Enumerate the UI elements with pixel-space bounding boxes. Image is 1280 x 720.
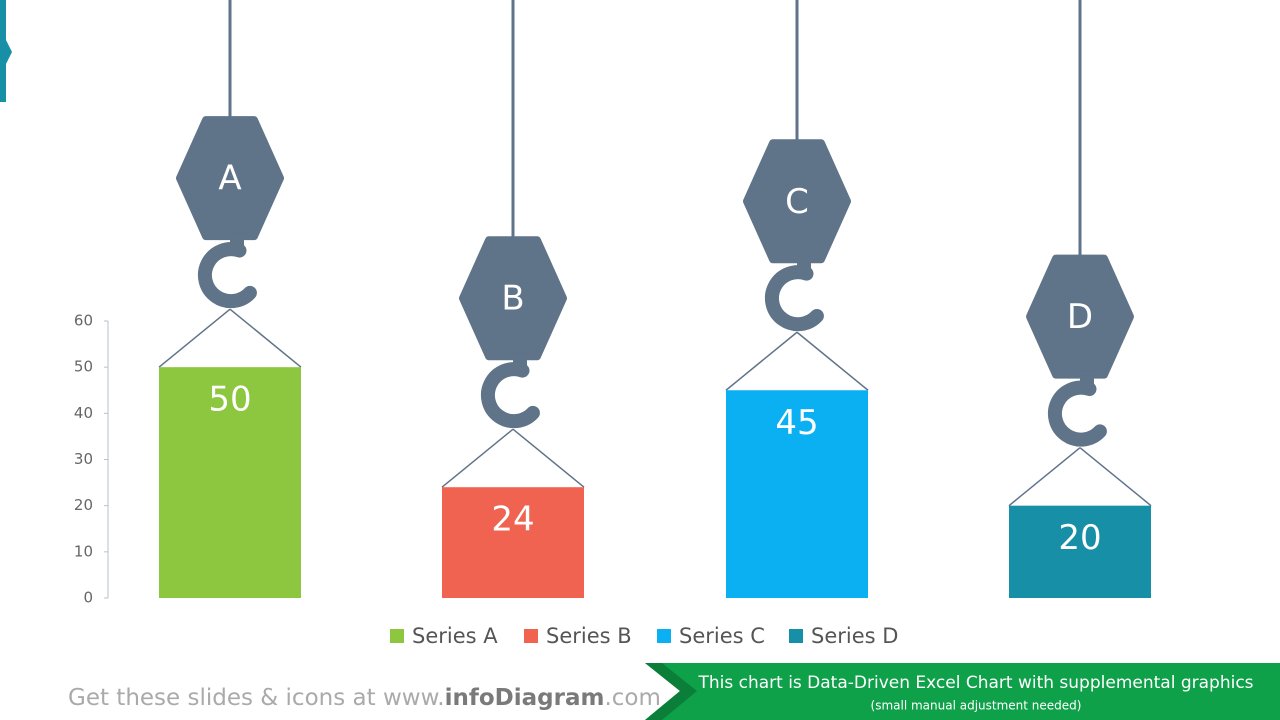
legend-label: Series A (412, 624, 498, 648)
sling (512, 428, 585, 488)
footer-prefix: Get these slides & icons at www. (68, 685, 445, 711)
legend-swatch (657, 629, 671, 643)
sling (725, 331, 798, 391)
category-label: A (218, 159, 241, 199)
value-label: 24 (491, 500, 534, 540)
hexagon (459, 236, 567, 361)
banner-bg (645, 663, 1280, 720)
bar (726, 390, 868, 598)
category-label: B (501, 279, 524, 319)
footer: Get these slides & icons at www.infoDiag… (68, 685, 661, 711)
sling (1079, 447, 1152, 507)
hexagon (1026, 254, 1134, 379)
hexagon (176, 116, 284, 241)
category-label: C (785, 182, 809, 222)
legend-label: Series C (679, 624, 765, 648)
y-tick-label: 30 (74, 450, 93, 468)
hook (480, 362, 540, 429)
plot: 0 10 20 30 40 50 60 A 50 B 24 C 45 D 20 Series A Series … (74, 0, 1152, 648)
sling (229, 308, 302, 368)
legend-swatch (390, 629, 404, 643)
legend-swatch (524, 629, 538, 643)
value-label: 45 (775, 403, 818, 443)
banner: This chart is Data-Driven Excel Chart wi… (645, 663, 1280, 720)
legend-swatch (789, 629, 803, 643)
sling (1008, 447, 1081, 507)
accent-bar (0, 0, 6, 102)
banner-chevron (645, 663, 697, 720)
y-tick-label: 0 (83, 589, 93, 607)
sling (796, 331, 869, 391)
legend-label: Series D (811, 624, 898, 648)
sling (441, 428, 514, 488)
bar (1009, 505, 1151, 598)
value-label: 20 (1058, 518, 1101, 558)
sling (158, 308, 231, 368)
banner-line1: This chart is Data-Driven Excel Chart wi… (697, 673, 1253, 693)
footer-brand: infoDiagram (445, 685, 605, 711)
hook (197, 242, 257, 309)
category-label: D (1067, 297, 1093, 337)
y-tick-label: 40 (74, 404, 93, 422)
bar (442, 487, 584, 598)
value-label: 50 (208, 380, 251, 420)
bar (159, 367, 301, 598)
y-tick-label: 50 (74, 358, 93, 376)
hook (1047, 380, 1107, 447)
hook (764, 265, 824, 332)
y-tick-label: 60 (74, 312, 93, 330)
y-tick-label: 20 (74, 496, 93, 514)
hexagon (743, 139, 851, 264)
accent-chevron (6, 40, 12, 64)
footer-text: Get these slides & icons at www.infoDiag… (68, 685, 661, 711)
legend-label: Series B (546, 624, 632, 648)
banner-line2: (small manual adjustment needed) (871, 699, 1082, 713)
y-tick-label: 10 (74, 542, 93, 560)
footer-suffix: .com (604, 685, 660, 711)
